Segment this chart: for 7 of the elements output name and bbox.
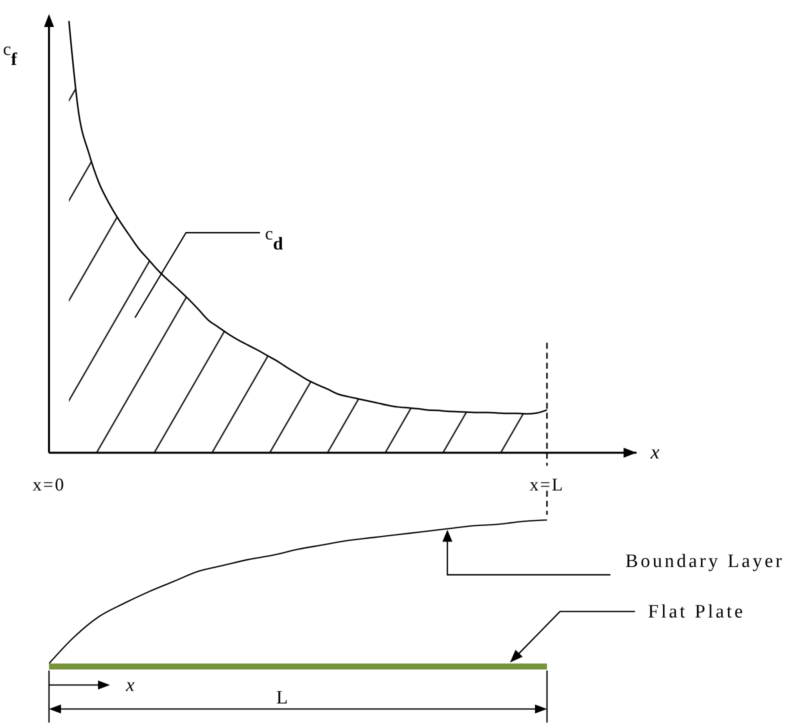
ref-line-label: Flat Plate — [648, 602, 746, 622]
text: Boundary Layer — [625, 550, 784, 572]
x-tick-label: x=L — [530, 474, 564, 494]
text: x — [125, 675, 135, 696]
text: L — [276, 688, 288, 708]
x-tick-label: x=0 — [32, 474, 66, 494]
x-axis-title: x — [650, 442, 660, 464]
